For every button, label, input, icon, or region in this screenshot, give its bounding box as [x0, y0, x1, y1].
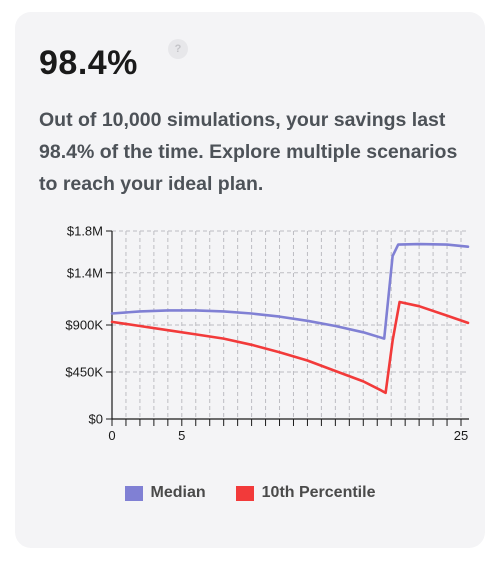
x-tick-label: 25 — [454, 428, 468, 443]
success-rate-headline: 98.4% — [39, 44, 138, 82]
x-tick-label: 5 — [178, 428, 185, 443]
legend-item-median[interactable]: Median — [124, 484, 206, 502]
y-tick-label: $1.4M — [67, 265, 103, 280]
help-icon[interactable]: ? — [168, 39, 188, 59]
legend-swatch-median — [124, 485, 143, 501]
legend-swatch-10th-percentile — [235, 485, 254, 501]
y-tick-label: $450K — [65, 365, 103, 380]
legend-label-10th-percentile: 10th Percentile — [261, 484, 376, 501]
legend-label-median: Median — [150, 484, 206, 501]
chart-axes — [106, 230, 469, 426]
series-line-median — [110, 242, 470, 340]
series-line-10th-percentile — [110, 300, 470, 395]
chart-grid — [111, 230, 469, 419]
y-tick-label: $900K — [65, 318, 103, 333]
chart-legend: Median 10th Percentile — [15, 484, 485, 502]
y-tick-label: $0 — [89, 412, 103, 427]
x-tick-label: 0 — [108, 428, 115, 443]
y-tick-label: $1.8M — [67, 224, 103, 239]
savings-chart: $0 $450K $900K $1.4M $1.8M 0 5 25 — [65, 224, 470, 444]
result-description: Out of 10,000 simulations, your savings … — [39, 109, 458, 195]
chart-labels: $0 $450K $900K $1.4M $1.8M 0 5 25 — [65, 224, 468, 444]
result-card: 98.4% ? Out of 10,000 simulations, your … — [15, 12, 485, 548]
chart-lines — [110, 242, 470, 395]
legend-item-10th-percentile[interactable]: 10th Percentile — [235, 484, 376, 502]
